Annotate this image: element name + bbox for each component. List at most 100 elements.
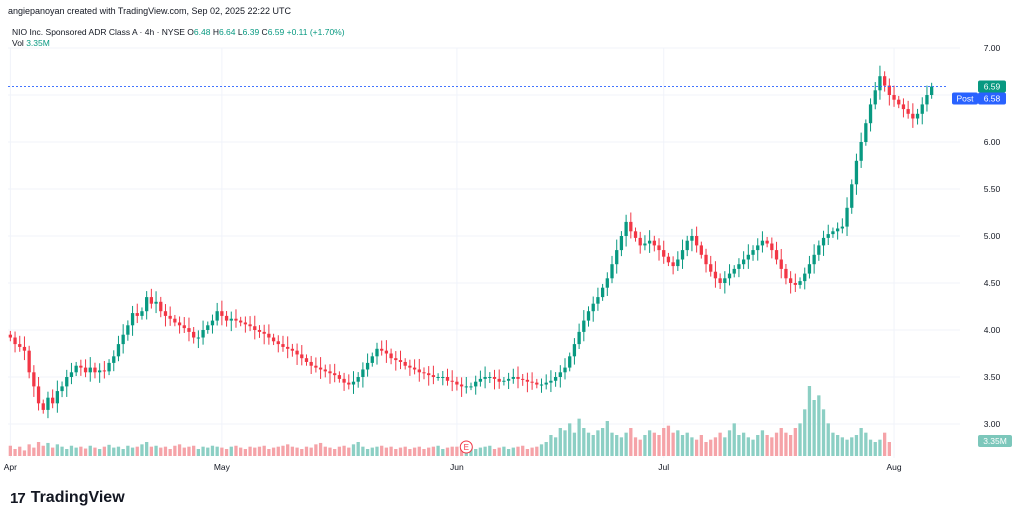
- volume-bar: [342, 445, 346, 456]
- volume-bar: [55, 444, 60, 456]
- volume-bar: [694, 439, 699, 456]
- volume-bar: [483, 446, 487, 456]
- volume-bar: [723, 437, 727, 456]
- attribution-header: angiepanoyan created with TradingView.co…: [8, 6, 292, 16]
- volume-bar: [525, 449, 530, 456]
- candle-body: [530, 381, 534, 383]
- candles: [8, 65, 934, 419]
- candle-body: [55, 391, 60, 404]
- candle-body: [201, 330, 205, 338]
- volume-bar: [427, 447, 431, 456]
- volume-bar: [163, 446, 168, 456]
- volume-bar: [713, 437, 718, 456]
- volume-bar: [13, 449, 17, 456]
- volume-bar: [431, 446, 436, 456]
- volume-bar: [295, 447, 299, 456]
- candle-body: [107, 362, 111, 372]
- candle-body: [807, 264, 812, 274]
- volume-bar: [572, 432, 577, 456]
- volume-bar: [18, 446, 22, 456]
- volume-bar: [8, 445, 12, 456]
- candle-body: [431, 375, 436, 377]
- candle-body: [365, 362, 370, 370]
- candle-body: [224, 315, 229, 321]
- candle-body: [511, 377, 515, 379]
- candle-body: [427, 373, 431, 376]
- brand-name: TradingView: [30, 489, 125, 506]
- volume-bar: [46, 442, 50, 456]
- candle-body: [229, 318, 233, 321]
- candle-body: [464, 386, 468, 388]
- volume-bar: [450, 446, 454, 456]
- candle-body: [582, 320, 586, 332]
- volume-bar: [271, 447, 276, 456]
- volume-bar: [699, 435, 703, 456]
- candle-body: [774, 250, 779, 260]
- candle-body: [239, 320, 243, 323]
- candle-body: [737, 264, 741, 269]
- volume-bar: [577, 418, 581, 456]
- tradingview-brand[interactable]: 17 TradingView: [10, 489, 125, 507]
- candle-body: [831, 231, 835, 235]
- volume-bar: [318, 442, 323, 456]
- candle-body: [488, 377, 492, 378]
- candle-body: [821, 237, 826, 246]
- candle-body: [126, 325, 130, 335]
- candle-body: [333, 373, 337, 376]
- candle-body: [746, 254, 750, 260]
- candle-body: [309, 361, 313, 366]
- candle-body: [502, 380, 506, 382]
- candle-body: [568, 356, 572, 368]
- volume-bar: [412, 447, 417, 456]
- candle-body: [812, 254, 816, 265]
- candle-body: [478, 378, 483, 382]
- volume-bar: [145, 442, 149, 456]
- candle-body: [455, 381, 459, 385]
- price-tick-label: 7.00: [984, 43, 1001, 53]
- last-price-text: 6.59: [984, 82, 1001, 92]
- volume-bar: [281, 445, 285, 456]
- volume-bar: [770, 437, 774, 456]
- volume-bar: [817, 395, 821, 456]
- volume-bar: [140, 444, 144, 456]
- candle-body: [234, 318, 238, 321]
- candle-body: [36, 386, 41, 404]
- candle-body: [483, 377, 487, 379]
- candle-body: [384, 350, 389, 354]
- candle-body: [549, 380, 553, 383]
- volume-bar: [662, 428, 666, 456]
- candle-body: [615, 250, 619, 265]
- volume-bar: [784, 432, 788, 456]
- volume-bar: [638, 439, 642, 456]
- volume-bar: [610, 432, 614, 456]
- volume-bar: [135, 446, 139, 456]
- low-value: 6.39: [242, 27, 260, 37]
- low-label: L: [237, 27, 243, 37]
- candle-body: [135, 313, 139, 316]
- post-price-tag: [978, 92, 1006, 105]
- volume-bar: [394, 449, 398, 456]
- volume-bar: [605, 421, 609, 456]
- volume-bar: [506, 449, 511, 456]
- volume-bar: [126, 445, 130, 456]
- candle-body: [652, 240, 656, 246]
- candle-body: [920, 104, 924, 114]
- volume-bar: [239, 447, 243, 456]
- volume-bar: [408, 449, 412, 456]
- earnings-event-label: E: [464, 443, 469, 452]
- candle-body: [18, 344, 22, 347]
- price-chart[interactable]: 7.006.506.005.505.004.504.003.503.00 Apr…: [0, 0, 1024, 480]
- candle-body: [544, 382, 548, 385]
- candle-body: [46, 397, 50, 410]
- candle-body: [535, 382, 539, 385]
- volume-bar: [441, 449, 445, 456]
- candle-body: [13, 337, 17, 345]
- volume-bar: [793, 428, 797, 456]
- candle-body: [741, 259, 746, 265]
- candle-body: [210, 320, 215, 326]
- volume-bar: [591, 435, 595, 456]
- high-label: H: [212, 27, 219, 37]
- volume-bar: [488, 445, 492, 456]
- candle-body: [699, 245, 703, 255]
- volume-bar: [657, 435, 661, 456]
